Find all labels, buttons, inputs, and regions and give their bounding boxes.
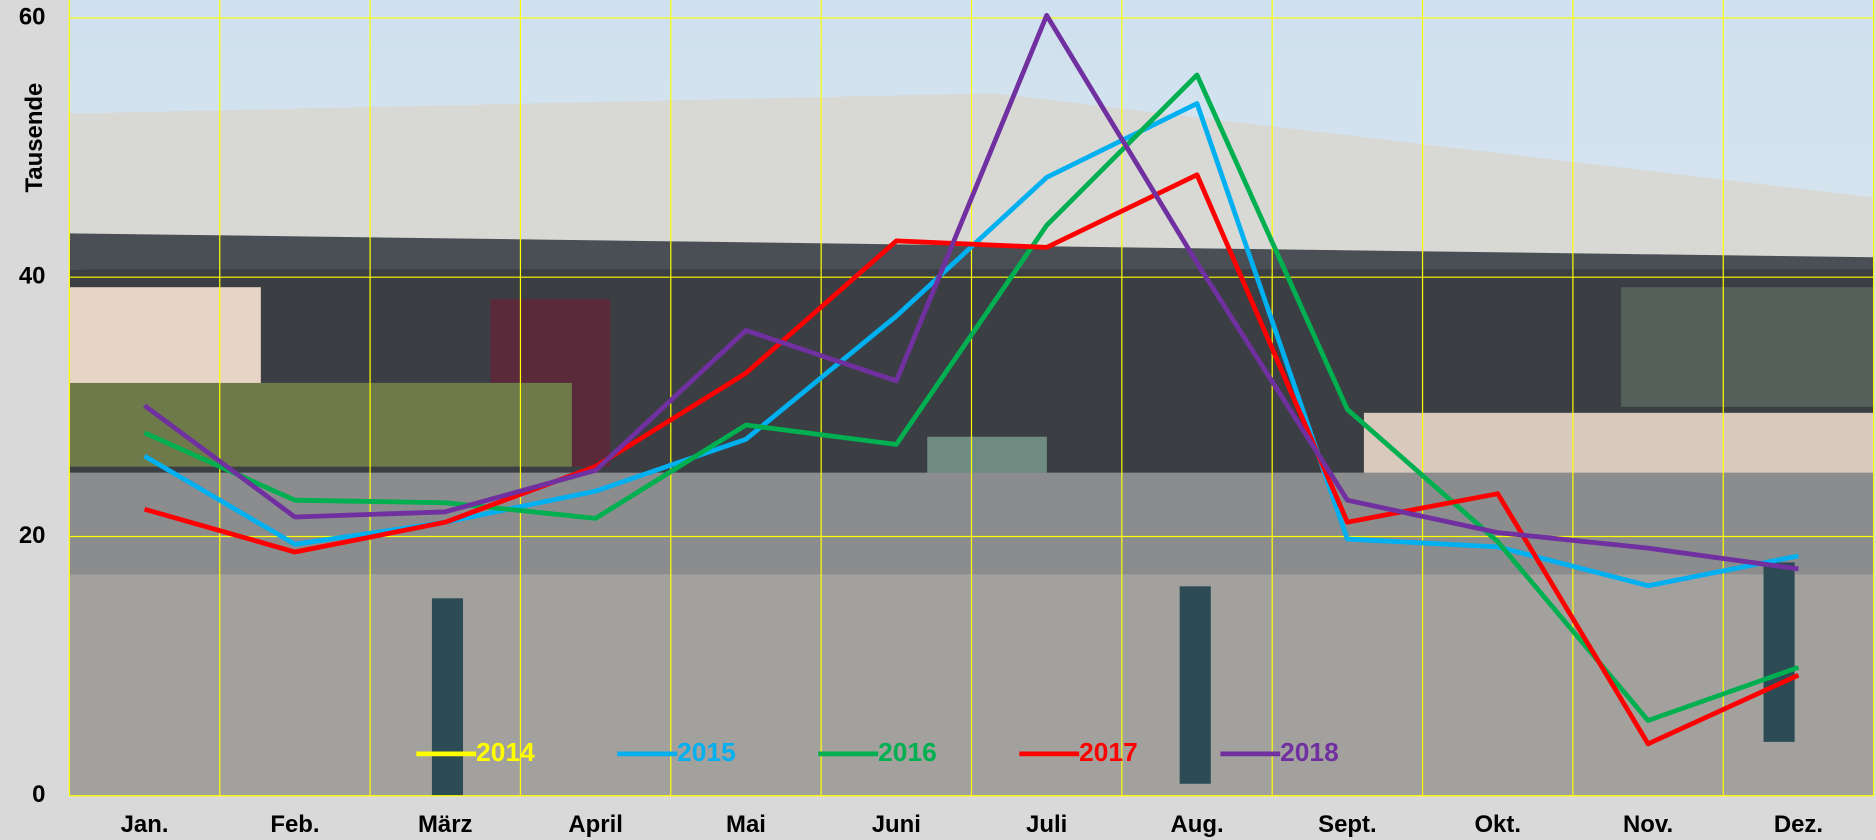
x-tick-label: Sept. — [1318, 811, 1376, 838]
x-tick-label: Mai — [726, 811, 766, 838]
x-tick-label: Aug. — [1170, 811, 1223, 838]
x-tick-label: Okt. — [1474, 811, 1521, 838]
y-tick-label: 60 — [19, 3, 46, 30]
legend-label: 2015 — [677, 737, 736, 767]
x-tick-label: Nov. — [1623, 811, 1673, 838]
x-tick-label: Feb. — [270, 811, 319, 838]
x-tick-label: Juni — [872, 811, 921, 838]
x-tick-label: Jan. — [121, 811, 169, 838]
legend-label: 2014 — [476, 737, 535, 767]
series-line — [143, 72, 1800, 723]
y-axis-label: Tausende — [21, 83, 48, 193]
legend-label: 2016 — [878, 737, 937, 767]
series-line — [143, 12, 1799, 572]
legend-label: 2018 — [1280, 737, 1339, 767]
x-tick-label: April — [568, 811, 622, 838]
x-tick-label: Juli — [1026, 811, 1067, 838]
y-tick-label: 0 — [32, 781, 45, 808]
x-tick-label: März — [418, 811, 473, 838]
y-tick-label: 40 — [19, 263, 46, 290]
x-tick-label: Dez. — [1774, 811, 1823, 838]
y-tick-label: 20 — [19, 522, 46, 549]
legend-label: 2017 — [1079, 737, 1138, 767]
